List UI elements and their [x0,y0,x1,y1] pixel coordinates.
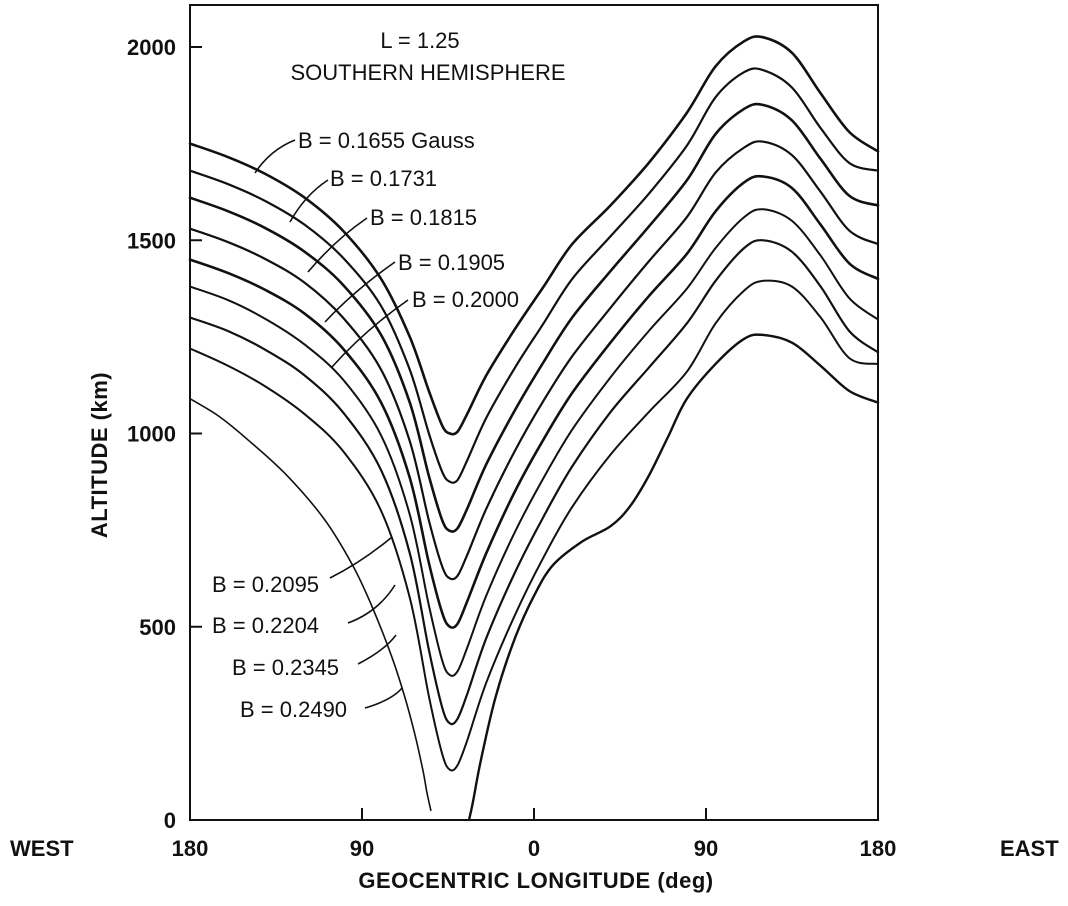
east-label: EAST [1000,836,1059,861]
label-b-0.1655: B = 0.1655 Gauss [298,128,475,153]
series-line [467,333,880,822]
y-tick-label: 1500 [127,228,176,253]
leader-b-0.1905 [324,261,396,323]
label-b-0.2095: B = 0.2095 [212,572,319,597]
y-tick-label: 2000 [127,35,176,60]
x-tick-label: 90 [694,836,718,861]
series-line [188,35,880,436]
leader-b-0.1731 [289,179,329,223]
label-b-0.2490: B = 0.2490 [240,697,347,722]
label-b-0.1815: B = 0.1815 [370,205,477,230]
series-line [188,174,880,629]
x-tick-label: 180 [172,836,209,861]
x-axis-title: GEOCENTRIC LONGITUDE (deg) [358,868,713,893]
west-label: WEST [10,836,74,861]
y-tick-label: 0 [164,808,176,833]
chart-title-line1: L = 1.25 [380,28,459,53]
chart-title-line2: SOUTHERN HEMISPHERE [290,60,565,85]
y-tick-label: 1000 [127,422,176,447]
leader-b-0.2095 [329,536,393,579]
leader-b-0.1815 [307,217,368,273]
series-line [189,279,879,772]
leader-b-0.2000 [331,299,409,368]
series-line [188,102,880,533]
label-b-0.1905: B = 0.1905 [398,250,505,275]
x-tick-label: 90 [350,836,374,861]
leader-b-0.2490 [364,687,403,709]
label-b-0.2000: B = 0.2000 [412,287,519,312]
label-b-0.2204: B = 0.2204 [212,613,319,638]
label-b-0.2345: B = 0.2345 [232,655,339,680]
leader-b-0.2204 [347,584,396,624]
leader-lines [254,139,409,709]
y-tick-label: 500 [139,615,176,640]
series-line [189,397,432,812]
series-line [189,208,879,677]
label-b-0.1731: B = 0.1731 [330,166,437,191]
series-line [188,140,880,581]
x-axis-ticks: 180 90 0 90 180 [172,808,897,861]
y-axis-ticks: 0 500 1000 1500 2000 [127,35,202,833]
x-tick-label: 180 [860,836,897,861]
leader-b-0.1655 [254,139,296,174]
y-axis-title: ALTITUDE (km) [87,372,112,538]
curves-layer [188,35,880,822]
leader-b-0.2345 [357,634,397,665]
series-line [188,239,880,726]
x-tick-label: 0 [528,836,540,861]
series-line [188,67,880,484]
